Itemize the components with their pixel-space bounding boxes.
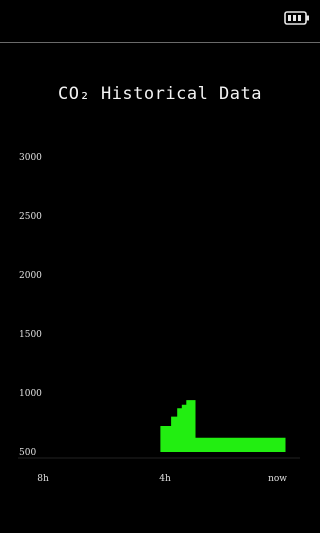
y-tick-label: 2000: [19, 271, 42, 281]
co2-area-series: [160, 400, 286, 452]
y-tick-label: 1500: [19, 330, 42, 340]
x-tick-label: 4h: [159, 474, 171, 484]
status-divider: [0, 42, 320, 43]
status-bar: [0, 0, 320, 42]
y-tick-label: 3000: [19, 153, 42, 163]
x-tick-label: 8h: [37, 474, 49, 484]
chart-title: CO₂ Historical Data: [58, 84, 262, 104]
battery-full-icon: [284, 11, 309, 25]
y-tick-label: 1000: [19, 389, 42, 399]
y-tick-label: 2500: [19, 212, 42, 222]
x-tick-label: now: [268, 474, 287, 484]
y-tick-label: 500: [19, 448, 36, 458]
